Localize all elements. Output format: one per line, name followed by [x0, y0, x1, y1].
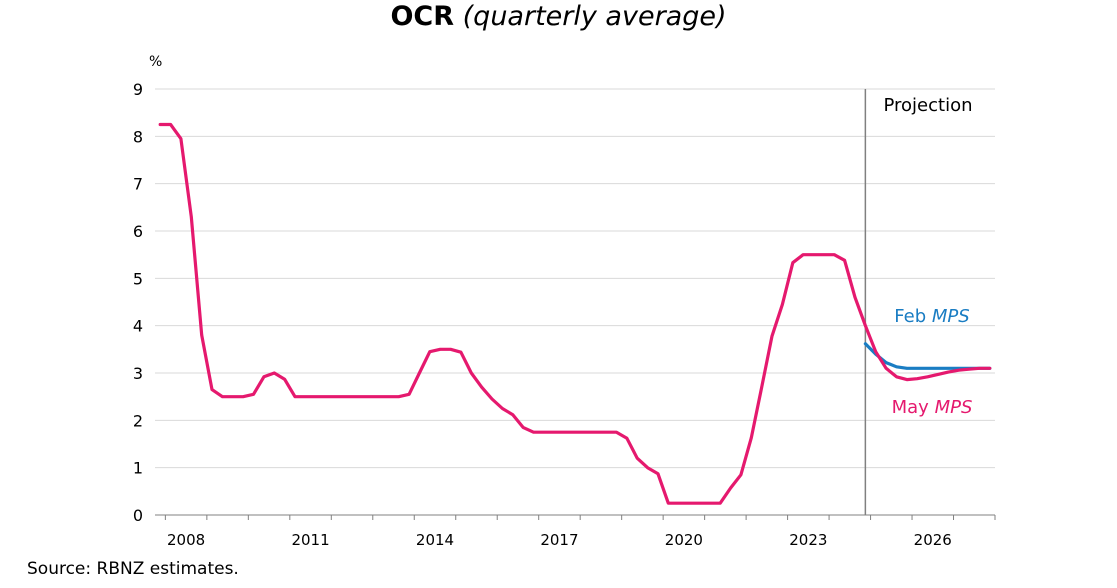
x-tick-label: 2017	[540, 531, 578, 549]
x-tick-label: 2008	[167, 531, 205, 549]
series-label-italic: MPS	[935, 397, 973, 418]
axes: 0 1 2 3 4 5 6 7 8 9% 2008 2011 2014 2017 2020 2023 2026	[133, 54, 996, 549]
y-tick-label: 8	[133, 127, 143, 146]
x-tick-label: 2020	[665, 531, 703, 549]
chart-subtitle: (quarterly average)	[462, 1, 727, 32]
chart-title: OCR (quarterly average)	[0, 2, 1117, 32]
series-label-feb-mps: Feb MPS	[894, 306, 969, 327]
y-tick-label: 0	[133, 506, 143, 525]
series-label-may-mps: May MPS	[892, 397, 973, 418]
y-axis-label: %	[149, 54, 162, 70]
projection-label: Projection	[883, 95, 972, 116]
series-label-main: May	[892, 397, 935, 418]
y-tick-label: 7	[133, 175, 143, 194]
series-label-italic: MPS	[932, 306, 970, 327]
chart-title-main: OCR	[390, 1, 455, 32]
y-tick-label: 4	[133, 317, 143, 336]
y-tick-label: 2	[133, 411, 143, 430]
x-tick-label: 2014	[416, 531, 454, 549]
x-tick-label: 2011	[291, 531, 329, 549]
series-line-may-mps	[158, 122, 992, 505]
y-tick-label: 6	[133, 222, 143, 241]
x-tick-label: 2023	[789, 531, 827, 549]
y-tick-label: 1	[133, 459, 143, 478]
y-tick-label: 9	[133, 80, 143, 99]
y-tick-label: 5	[133, 269, 143, 288]
source-note: Source: RBNZ estimates.	[27, 559, 239, 579]
series-lines	[158, 122, 992, 505]
gridlines	[155, 88, 995, 515]
x-tick-label: 2026	[914, 531, 952, 549]
y-tick-label: 3	[133, 364, 143, 383]
series-label-main: Feb	[894, 306, 932, 327]
